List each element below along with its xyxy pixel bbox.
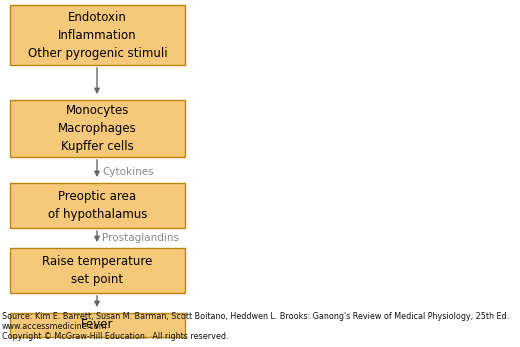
FancyBboxPatch shape: [10, 313, 185, 337]
Text: Monocytes
Macrophages
Kupffer cells: Monocytes Macrophages Kupffer cells: [58, 104, 137, 153]
Text: Copyright © McGraw-Hill Education.  All rights reserved.: Copyright © McGraw-Hill Education. All r…: [2, 332, 228, 341]
Text: Fever: Fever: [81, 319, 114, 331]
Text: Prostaglandins: Prostaglandins: [102, 233, 179, 243]
FancyBboxPatch shape: [10, 183, 185, 228]
FancyBboxPatch shape: [10, 248, 185, 293]
Text: Preoptic area
of hypothalamus: Preoptic area of hypothalamus: [48, 190, 147, 221]
FancyBboxPatch shape: [10, 100, 185, 157]
Text: Endotoxin
Inflammation
Other pyrogenic stimuli: Endotoxin Inflammation Other pyrogenic s…: [28, 10, 167, 59]
Text: Raise temperature
set point: Raise temperature set point: [42, 255, 153, 286]
Text: Cytokines: Cytokines: [102, 167, 153, 177]
Text: Source: Kim E. Barrett, Susan M. Barman, Scott Boitano, Heddwen L. Brooks: Ganon: Source: Kim E. Barrett, Susan M. Barman,…: [2, 312, 509, 321]
FancyBboxPatch shape: [10, 5, 185, 65]
Text: www.accessmedicine.com: www.accessmedicine.com: [2, 322, 108, 331]
